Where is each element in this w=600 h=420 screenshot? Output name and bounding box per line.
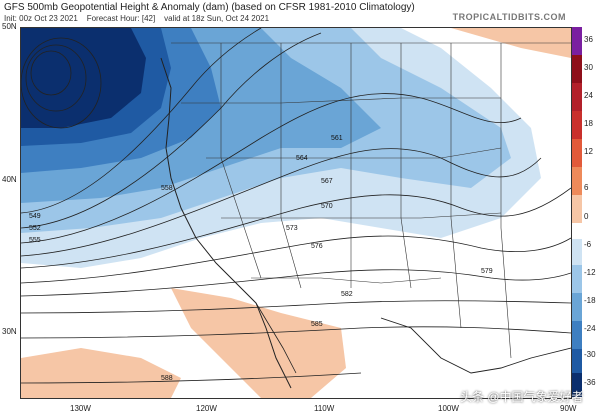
init-time: Init: 00z Oct 23 2021 [4, 14, 78, 23]
lon-label-90w: 90W [560, 404, 577, 413]
height-contours [21, 28, 571, 384]
cb-tick-6: 6 [584, 183, 589, 192]
lon-label-130w: 130W [70, 404, 91, 413]
contour-label-567: 567 [321, 178, 333, 185]
cb-tick-0: 0 [584, 212, 589, 221]
cb-tick-neg36: -36 [584, 378, 596, 387]
colorbar [572, 27, 582, 397]
cb-blue4 [572, 349, 582, 373]
cb-red2 [572, 111, 582, 139]
cb-tick-neg12: -12 [584, 268, 596, 277]
cb-red3 [572, 139, 582, 167]
cb-tick-neg30: -30 [584, 350, 596, 359]
cb-orange [572, 167, 582, 195]
cb-tick-36: 36 [584, 35, 593, 44]
cb-tick-neg6: -6 [584, 240, 592, 249]
lat-label-30n: 30N [2, 327, 17, 336]
cb-tick-neg18: -18 [584, 296, 596, 305]
cb-blue2 [572, 293, 582, 321]
lon-label-110w: 110W [314, 404, 335, 413]
west-coastline [160, 57, 292, 389]
contour-label-561: 561 [331, 135, 343, 142]
watermark: 头条 @中国气象爱好者 [460, 390, 584, 404]
site-credit: TROPICALTIDBITS.COM [452, 12, 566, 22]
lat-label-50n: 50N [2, 22, 17, 31]
forecast-hour: Forecast Hour: [42] [86, 14, 156, 23]
contour-label-588: 588 [161, 375, 173, 382]
cb-white [572, 223, 582, 239]
cb-darkred [572, 55, 582, 83]
contour-label-555: 555 [29, 237, 41, 244]
cb-tick-12: 12 [584, 147, 593, 156]
map-panel: 549 552 555 558 561 564 567 570 573 576 … [20, 27, 572, 399]
lat-label-40n: 40N [2, 175, 17, 184]
cb-purple [572, 27, 582, 55]
lon-label-100w: 100W [438, 404, 459, 413]
contour-label-564: 564 [296, 155, 308, 162]
baja-coast [255, 302, 297, 374]
contour-label-579: 579 [481, 268, 493, 275]
cb-tick-18: 18 [584, 119, 593, 128]
cb-lightblue [572, 239, 582, 265]
contour-label-552: 552 [29, 225, 41, 232]
contour-labels: 549 552 555 558 561 564 567 570 573 576 … [29, 135, 493, 382]
cb-blue3 [572, 321, 582, 349]
cb-tick-30: 30 [584, 63, 593, 72]
map-title: GFS 500mb Geopotential Height & Anomaly … [4, 2, 415, 13]
contour-label-570: 570 [321, 203, 333, 210]
contour-label-576: 576 [311, 243, 323, 250]
lon-label-120w: 120W [196, 404, 217, 413]
cb-navy [572, 373, 582, 397]
anomaly-light-orange-pacific [21, 348, 181, 398]
cb-tick-24: 24 [584, 91, 593, 100]
cb-red1 [572, 83, 582, 111]
cb-tick-neg24: -24 [584, 324, 596, 333]
contour-label-585: 585 [311, 321, 323, 328]
contour-label-573: 573 [286, 225, 298, 232]
state-borders [171, 42, 571, 359]
map-subtitle: Init: 00z Oct 23 2021 Forecast Hour: [42… [4, 14, 269, 23]
contour-label-549: 549 [29, 213, 41, 220]
cb-lightorange [572, 195, 582, 223]
map-graphic: 549 552 555 558 561 564 567 570 573 576 … [21, 28, 571, 398]
anomaly-light-orange-sw [171, 288, 346, 398]
valid-time: valid at 18z Sun, Oct 24 2021 [164, 14, 270, 23]
gulf-coast [380, 317, 571, 374]
contour-label-582: 582 [341, 291, 353, 298]
cb-blue1 [572, 265, 582, 293]
anomaly-navy [21, 28, 146, 128]
contour-label-558: 558 [161, 185, 173, 192]
